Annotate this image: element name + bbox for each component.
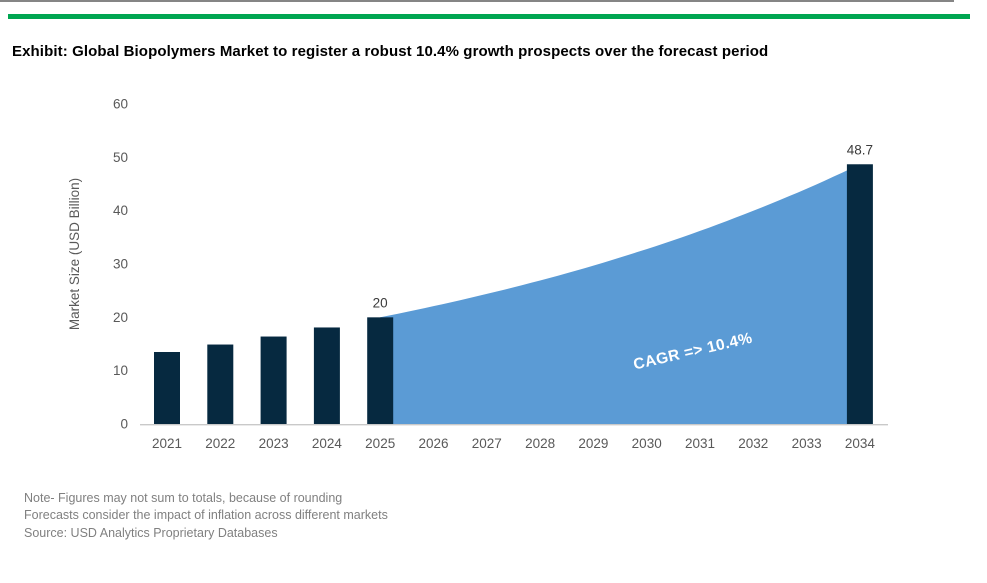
x-tick-label: 2025: [365, 436, 395, 451]
exhibit-title: Exhibit: Global Biopolymers Market to re…: [12, 43, 769, 60]
data-label-2025: 20: [373, 295, 388, 310]
x-tick-label: 2024: [312, 436, 343, 451]
x-tick-label: 2029: [578, 436, 608, 451]
bar-2021: [154, 352, 180, 424]
x-tick-label: 2032: [738, 436, 768, 451]
x-tick-label: 2022: [205, 436, 235, 451]
x-tick-label: 2030: [632, 436, 662, 451]
bottom-divider-rule: [0, 0, 954, 2]
x-tick-label: 2028: [525, 436, 555, 451]
bar-2025: [367, 317, 394, 424]
bar-2024: [313, 327, 340, 424]
x-tick-label: 2034: [845, 436, 876, 451]
note-line-source: Source: USD Analytics Proprietary Databa…: [24, 525, 278, 540]
y-tick-label: 60: [113, 97, 128, 112]
bar-2034: [846, 164, 873, 424]
note-line-inflation: Forecasts consider the impact of inflati…: [24, 508, 388, 523]
footnotes: Note- Figures may not sum to totals, bec…: [24, 490, 388, 542]
y-tick-label: 30: [113, 257, 128, 272]
note-line-rounding: Note- Figures may not sum to totals, bec…: [24, 491, 343, 505]
x-tick-label: 2027: [472, 436, 502, 451]
y-tick-label: 20: [113, 310, 128, 325]
x-tick-label: 2023: [259, 436, 289, 451]
bar-2022: [207, 344, 234, 424]
x-tick-label: 2031: [685, 436, 715, 451]
y-tick-label: 0: [120, 417, 128, 432]
y-tick-label: 50: [113, 150, 128, 165]
x-tick-label: 2033: [792, 436, 822, 451]
x-tick-label: 2021: [152, 436, 182, 451]
top-accent-rule: [8, 14, 970, 19]
y-tick-label: 10: [113, 363, 128, 378]
y-axis-title: Market Size (USD Billion): [67, 178, 82, 330]
x-tick-label: 2026: [418, 436, 448, 451]
data-label-2034: 48.7: [847, 142, 873, 157]
y-tick-label: 40: [113, 203, 128, 218]
forecast-area: [380, 164, 860, 425]
bar-2023: [260, 336, 287, 424]
